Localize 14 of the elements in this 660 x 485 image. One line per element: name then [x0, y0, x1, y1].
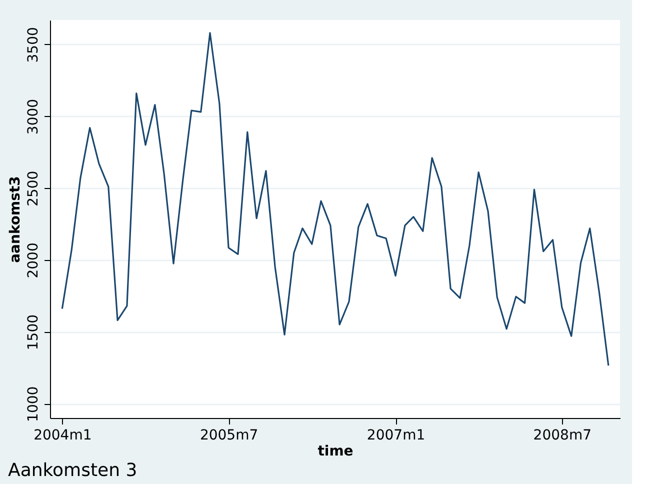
x-tick-label: 2008m7 — [533, 428, 592, 444]
y-tick-label: 2500 — [26, 170, 42, 206]
y-tick-label: 3000 — [26, 98, 42, 135]
y-tick-label: 3500 — [26, 27, 42, 63]
x-tick-label: 2004m1 — [34, 428, 92, 444]
text: Aankomsten 3 — [8, 460, 138, 481]
x-tick-label: 2007m1 — [366, 428, 426, 444]
x-axis-title: time — [318, 444, 354, 460]
y-axis-title: aankomst3 — [8, 176, 24, 263]
line-series — [61, 32, 610, 366]
y-tick-label: 1000 — [26, 386, 42, 422]
y-tick-label: 1500 — [26, 314, 42, 350]
y-tick-label: 2000 — [26, 242, 42, 278]
x-tick-label: 2005m7 — [200, 428, 258, 444]
